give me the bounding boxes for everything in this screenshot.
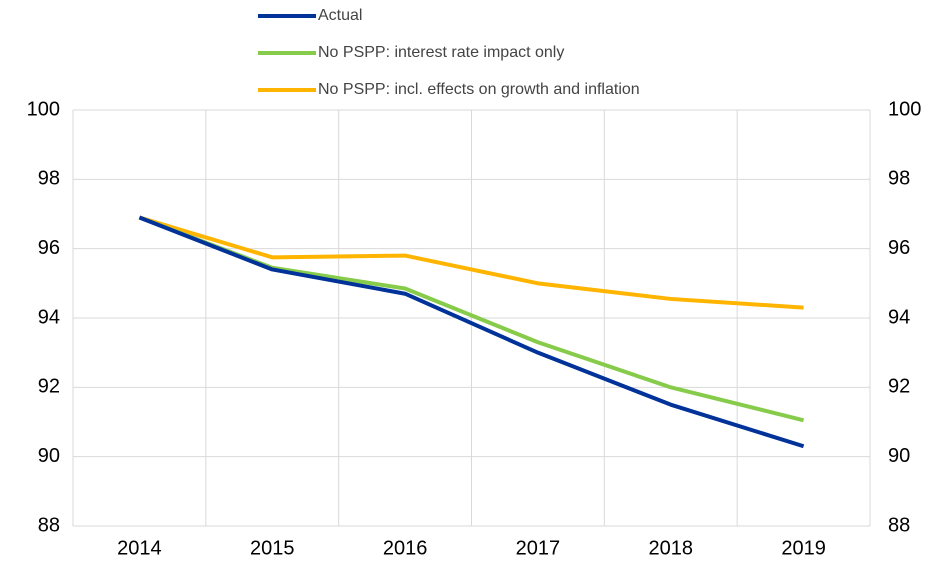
- x-tick-label: 2017: [516, 537, 561, 559]
- y-tick-label: 90: [38, 445, 60, 467]
- legend-label: Actual: [318, 7, 362, 24]
- x-tick-label: 2015: [250, 537, 295, 559]
- y-tick-label: 98: [38, 168, 60, 190]
- y2-tick-label: 88: [888, 514, 910, 536]
- y2-tick-label: 96: [888, 237, 910, 259]
- y-tick-label: 96: [38, 237, 60, 259]
- series-line: [138, 215, 804, 310]
- x-tick-label: 2019: [781, 537, 826, 559]
- legend-label: No PSPP: incl. effects on growth and inf…: [318, 81, 640, 98]
- y-tick-label: 94: [38, 306, 60, 328]
- y2-tick-label: 100: [888, 98, 921, 120]
- x-tick-label: 2016: [383, 537, 428, 559]
- series-line: [138, 215, 805, 449]
- y2-tick-label: 92: [888, 376, 910, 398]
- y2-tick-label: 94: [888, 306, 910, 328]
- legend-label: No PSPP: interest rate impact only: [318, 44, 564, 61]
- y-tick-label: 100: [27, 98, 60, 120]
- x-tick-label: 2014: [117, 537, 162, 559]
- x-tick-label: 2018: [649, 537, 694, 559]
- y-tick-label: 88: [38, 514, 60, 536]
- y2-tick-label: 90: [888, 445, 910, 467]
- y2-tick-label: 98: [888, 168, 910, 190]
- y-tick-label: 92: [38, 376, 60, 398]
